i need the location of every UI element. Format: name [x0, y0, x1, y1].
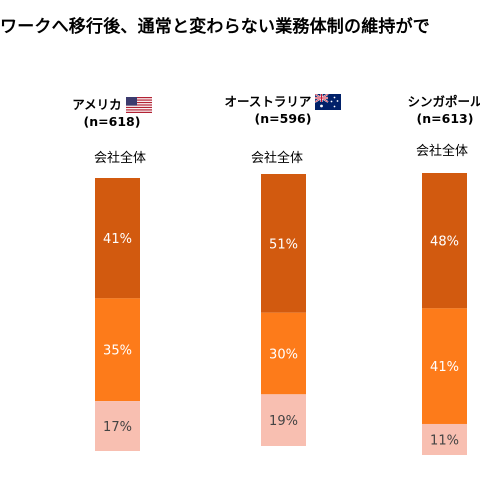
country-header-australia: オーストラリア (n=596)	[203, 93, 363, 127]
data-label-singapore-3: 11%	[430, 433, 459, 448]
bar-segment-usa-3	[95, 401, 140, 451]
data-label-usa-3: 17%	[103, 420, 132, 435]
data-label-australia-3: 19%	[269, 414, 298, 429]
australia-flag-icon	[315, 93, 342, 110]
sample-size-usa: (n=618)	[83, 114, 141, 129]
country-header-singapore: シンガポール (n=613)	[365, 93, 480, 127]
bar-segment-singapore-3	[422, 423, 467, 455]
country-header-usa: アメリカ (n=618)	[32, 96, 192, 130]
data-label-usa-1: 41%	[103, 232, 132, 247]
country-name-usa: アメリカ	[72, 97, 122, 112]
subset-label-singapore: 会社全体	[415, 144, 468, 159]
subset-label-australia: 会社全体	[250, 151, 303, 166]
bar-segment-australia-2	[261, 312, 306, 395]
bar-segment-singapore-1	[422, 173, 467, 309]
country-name-singapore: シンガポール	[407, 94, 480, 109]
data-label-usa-2: 35%	[103, 344, 132, 359]
usa-flag-icon	[125, 96, 152, 113]
country-name-australia: オーストラリア	[224, 94, 312, 109]
sample-size-australia: (n=596)	[254, 111, 312, 126]
bar-segment-usa-1	[95, 178, 140, 299]
bar-segment-usa-2	[95, 298, 140, 402]
bar-segment-singapore-2	[422, 308, 467, 424]
data-label-singapore-2: 41%	[430, 360, 459, 375]
chart-title: ワークへ移行後、通常と変わらない業務体制の維持がで	[0, 17, 430, 37]
data-label-australia-1: 51%	[269, 237, 298, 252]
bar-segment-australia-3	[261, 394, 306, 446]
data-label-australia-2: 30%	[269, 348, 298, 363]
sample-size-singapore: (n=613)	[416, 111, 474, 126]
bar-segment-australia-1	[261, 174, 306, 313]
data-label-singapore-1: 48%	[430, 235, 459, 250]
subset-label-usa: 会社全体	[93, 151, 146, 166]
